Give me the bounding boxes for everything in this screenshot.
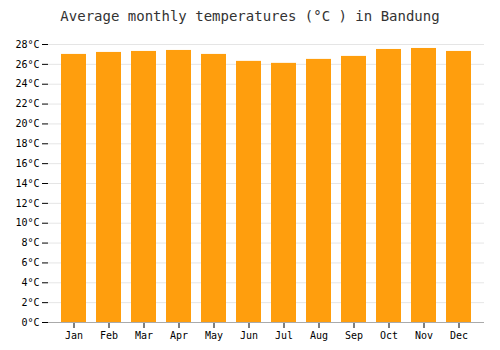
- svg-text:May: May: [205, 330, 223, 341]
- svg-text:Nov: Nov: [415, 330, 433, 341]
- svg-text:0°C: 0°C: [21, 317, 39, 328]
- svg-text:Apr: Apr: [170, 330, 188, 341]
- html-text:Average monthly temperatures (: Average monthly temperatures (°C ) in Ba…: [60, 8, 440, 24]
- svg-text:6°C: 6°C: [21, 257, 39, 268]
- svg-text:28°C: 28°C: [15, 39, 39, 50]
- svg-text:16°C: 16°C: [15, 158, 39, 169]
- svg-text:Mar: Mar: [135, 330, 153, 341]
- svg-text:Jan: Jan: [65, 330, 83, 341]
- svg-text:Aug: Aug: [310, 330, 328, 341]
- svg-text:Sep: Sep: [345, 330, 363, 341]
- svg-text:24°C: 24°C: [15, 78, 39, 89]
- svg-text:Jun: Jun: [240, 330, 258, 341]
- svg-text:Feb: Feb: [100, 330, 118, 341]
- svg-text:20°C: 20°C: [15, 118, 39, 129]
- svg-text:14°C: 14°C: [15, 178, 39, 189]
- svg-text:10°C: 10°C: [15, 217, 39, 228]
- svg-text:26°C: 26°C: [15, 59, 39, 70]
- svg-text:Jul: Jul: [275, 330, 293, 341]
- svg-text:12°C: 12°C: [15, 198, 39, 209]
- svg-text:8°C: 8°C: [21, 237, 39, 248]
- svg-text:4°C: 4°C: [21, 277, 39, 288]
- svg-text:2°C: 2°C: [21, 297, 39, 308]
- svg-text:18°C: 18°C: [15, 138, 39, 149]
- svg-text:Oct: Oct: [380, 330, 398, 341]
- svg-text:22°C: 22°C: [15, 98, 39, 109]
- svg-text:Dec: Dec: [450, 330, 468, 341]
